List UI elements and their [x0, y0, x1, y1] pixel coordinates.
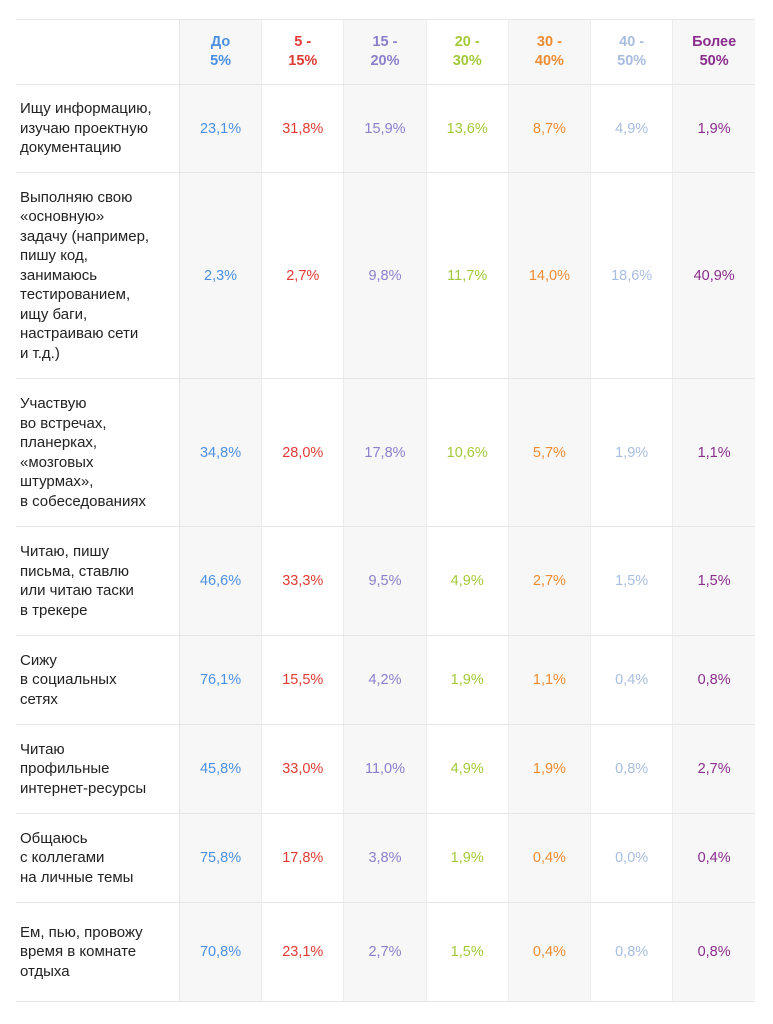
table-row: Ищу информацию, изучаю проектную документа…: [16, 84, 755, 173]
row-label: Читаю, пишу письма, ставлю или читаю таски…: [16, 526, 180, 636]
value-cell: 46,6%: [179, 526, 263, 636]
value-cell: 2,7%: [672, 724, 755, 814]
row-label: Сижу в социальных сетях: [16, 635, 180, 725]
row-label: Выполняю свою «основную» задачу (например,…: [16, 172, 180, 379]
value-cell: 31,8%: [261, 84, 345, 173]
value-cell: 11,7%: [426, 172, 509, 379]
value-cell: 13,6%: [426, 84, 509, 173]
value-cell: 34,8%: [179, 378, 263, 527]
value-cell: 11,0%: [343, 724, 427, 814]
value-cell: 1,5%: [672, 526, 755, 636]
value-cell: 1,9%: [672, 84, 755, 173]
value-cell: 1,9%: [590, 378, 674, 527]
value-cell: 1,1%: [508, 635, 592, 725]
value-cell: 70,8%: [179, 902, 263, 1002]
column-header: Более 50%: [672, 19, 755, 85]
value-cell: 17,8%: [343, 378, 427, 527]
value-cell: 40,9%: [672, 172, 755, 379]
value-cell: 1,9%: [426, 813, 509, 903]
column-header: 20 -30%: [426, 19, 509, 85]
row-label: Участвую во встречах, планерках, «мозговых ш…: [16, 378, 180, 527]
row-label: Читаю профильные интернет-ресурсы: [16, 724, 180, 814]
value-cell: 0,8%: [590, 902, 674, 1002]
column-header: 5 -15%: [261, 19, 345, 85]
value-cell: 2,7%: [261, 172, 345, 379]
column-header: 30 -40%: [508, 19, 592, 85]
table-header: До 5% 5 -15% 15 -20% 20 -30% 30 -40% 40 -50% Бо…: [16, 19, 755, 85]
table-row: Общаюсь с коллегами на личные темы 75,8% 17,…: [16, 813, 755, 903]
table-row: Сижу в социальных сетях 76,1% 15,5% 4,2% 1,9% 1…: [16, 635, 755, 725]
value-cell: 0,0%: [590, 813, 674, 903]
value-cell: 0,8%: [672, 902, 755, 1002]
value-cell: 5,7%: [508, 378, 592, 527]
value-cell: 0,4%: [508, 902, 592, 1002]
corner-cell: [16, 19, 180, 85]
value-cell: 17,8%: [261, 813, 345, 903]
table-body: Ищу информацию, изучаю проектную документа…: [16, 84, 755, 1002]
value-cell: 9,5%: [343, 526, 427, 636]
value-cell: 2,7%: [343, 902, 427, 1002]
value-cell: 9,8%: [343, 172, 427, 379]
table-row: Участвую во встречах, планерках, «мозговых ш…: [16, 378, 755, 527]
value-cell: 4,9%: [426, 526, 509, 636]
value-cell: 1,5%: [590, 526, 674, 636]
value-cell: 1,9%: [426, 635, 509, 725]
value-cell: 10,6%: [426, 378, 509, 527]
column-header: 40 -50%: [590, 19, 674, 85]
value-cell: 3,8%: [343, 813, 427, 903]
header-row: До 5% 5 -15% 15 -20% 20 -30% 30 -40% 40 -50% Бо…: [16, 19, 755, 85]
value-cell: 23,1%: [179, 84, 263, 173]
value-cell: 4,2%: [343, 635, 427, 725]
data-table-container: До 5% 5 -15% 15 -20% 20 -30% 30 -40% 40 -50% Бо…: [16, 19, 755, 1002]
column-header: 15 -20%: [343, 19, 427, 85]
value-cell: 0,4%: [590, 635, 674, 725]
value-cell: 2,7%: [508, 526, 592, 636]
value-cell: 0,8%: [672, 635, 755, 725]
value-cell: 23,1%: [261, 902, 345, 1002]
value-cell: 15,9%: [343, 84, 427, 173]
value-cell: 33,0%: [261, 724, 345, 814]
value-cell: 0,8%: [590, 724, 674, 814]
value-cell: 1,5%: [426, 902, 509, 1002]
table-row: Читаю, пишу письма, ставлю или читаю таски…: [16, 526, 755, 636]
value-cell: 15,5%: [261, 635, 345, 725]
column-header: До 5%: [179, 19, 263, 85]
value-cell: 75,8%: [179, 813, 263, 903]
value-cell: 33,3%: [261, 526, 345, 636]
value-cell: 8,7%: [508, 84, 592, 173]
table-row: Читаю профильные интернет-ресурсы 45,8% 33,0…: [16, 724, 755, 814]
value-cell: 4,9%: [590, 84, 674, 173]
table-row: Выполняю свою «основную» задачу (например,…: [16, 172, 755, 379]
row-label: Общаюсь с коллегами на личные темы: [16, 813, 180, 903]
value-cell: 14,0%: [508, 172, 592, 379]
value-cell: 4,9%: [426, 724, 509, 814]
row-label: Ем, пью, провожу время в комнате отдыха: [16, 902, 180, 1002]
value-cell: 0,4%: [508, 813, 592, 903]
value-cell: 76,1%: [179, 635, 263, 725]
value-cell: 2,3%: [179, 172, 263, 379]
value-cell: 0,4%: [672, 813, 755, 903]
row-label: Ищу информацию, изучаю проектную документа…: [16, 84, 180, 173]
value-cell: 1,1%: [672, 378, 755, 527]
table-row: Ем, пью, провожу время в комнате отдыха 70,…: [16, 902, 755, 1002]
value-cell: 1,9%: [508, 724, 592, 814]
value-cell: 45,8%: [179, 724, 263, 814]
value-cell: 18,6%: [590, 172, 674, 379]
value-cell: 28,0%: [261, 378, 345, 527]
time-distribution-table: До 5% 5 -15% 15 -20% 20 -30% 30 -40% 40 -50% Бо…: [16, 19, 755, 1002]
